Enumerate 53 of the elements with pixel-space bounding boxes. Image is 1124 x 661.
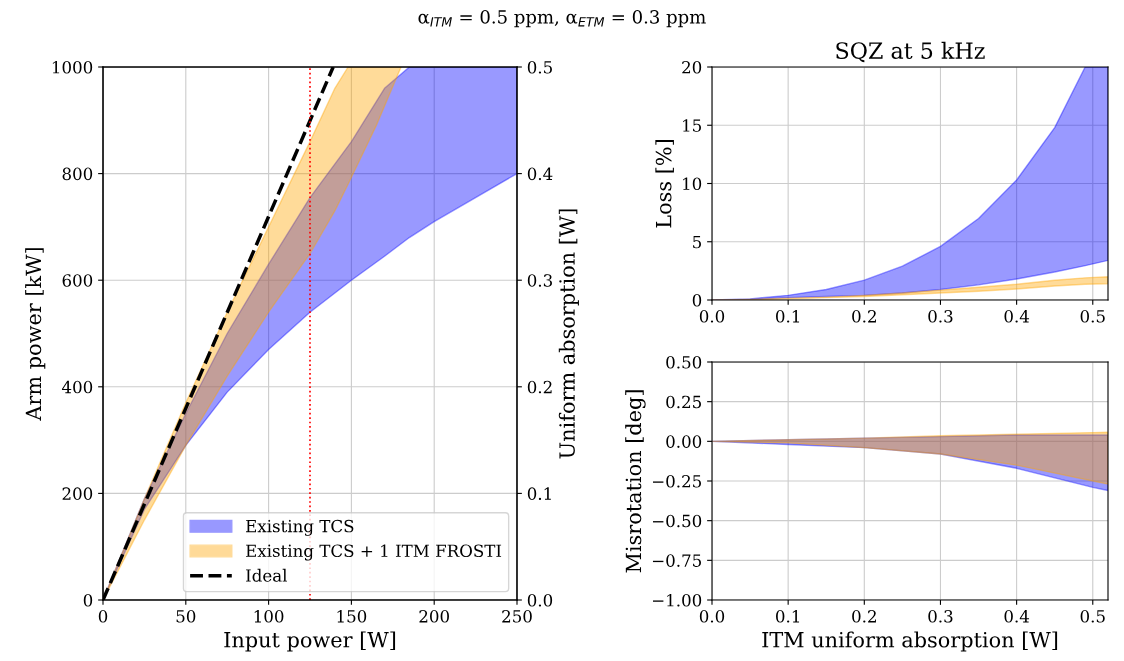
x-tick-label: 0.0 bbox=[699, 310, 725, 323]
y-tick-label: −0.50 bbox=[652, 514, 702, 528]
y2-tick-label: 0.4 bbox=[527, 167, 553, 181]
chart-title: SQZ at 5 kHz bbox=[836, 41, 985, 63]
x-axis-title: Input power [W] bbox=[224, 631, 396, 652]
y-tick-label: 5 bbox=[693, 235, 701, 249]
legend-label: Ideal bbox=[246, 568, 287, 582]
y2-axis-title: Uniform absorption [W] bbox=[558, 209, 579, 459]
y-axis-title: Arm power [kW] bbox=[25, 248, 46, 421]
x-tick-label: 0.3 bbox=[928, 610, 953, 623]
y-tick-label: 800 bbox=[62, 167, 93, 181]
y-tick-label: −1.00 bbox=[652, 593, 702, 607]
y-tick-label: 0.50 bbox=[666, 355, 702, 369]
y2-tick-label: 0.0 bbox=[527, 593, 553, 607]
y-tick-label: 600 bbox=[62, 274, 93, 287]
y2-tick-label: 0.5 bbox=[527, 60, 552, 74]
x-tick-label: 0.5 bbox=[1080, 610, 1105, 623]
x-tick-label: 0 bbox=[98, 610, 108, 623]
y-tick-label: −0.25 bbox=[652, 474, 701, 488]
y-tick-label: 0 bbox=[83, 593, 93, 607]
x-tick-label: 0.4 bbox=[1004, 610, 1030, 623]
y-tick-label: 400 bbox=[61, 380, 93, 394]
x-axis-title: ITM uniform absorption [W] bbox=[762, 631, 1058, 652]
x-tick-label: 0.0 bbox=[699, 610, 725, 623]
x-tick-label: 100 bbox=[254, 610, 284, 623]
y-tick-label: 15 bbox=[683, 119, 701, 132]
text: α$_{ITM}$ = 0.5 ppm, α$_{ETM}$ = 0.3 ppm bbox=[418, 10, 706, 28]
y2-tick-label: 0.3 bbox=[527, 274, 552, 287]
y-axis-title: Misrotation [deg] bbox=[625, 390, 646, 573]
y2-tick-label: 0.1 bbox=[527, 487, 551, 500]
x-tick-label: 0.3 bbox=[928, 310, 953, 323]
x-tick-label: 250 bbox=[502, 610, 532, 623]
y2-tick-label: 0.2 bbox=[527, 380, 552, 394]
x-tick-label: 150 bbox=[337, 610, 367, 623]
x-tick-label: 0.1 bbox=[776, 310, 800, 323]
x-tick-label: 50 bbox=[176, 610, 196, 623]
y-tick-label: 1000 bbox=[52, 60, 93, 74]
y-tick-label: −0.75 bbox=[652, 554, 701, 567]
legend-label: Existing TCS bbox=[246, 519, 354, 536]
x-tick-label: 200 bbox=[419, 610, 449, 623]
y-axis-title: Loss [%] bbox=[655, 140, 674, 228]
y-tick-label: 0.25 bbox=[666, 395, 701, 409]
x-tick-label: 0.2 bbox=[852, 610, 876, 623]
x-tick-label: 0.2 bbox=[852, 310, 876, 323]
x-tick-label: 0.4 bbox=[1004, 310, 1030, 323]
y-tick-label: 10 bbox=[683, 177, 702, 191]
x-tick-label: 0.5 bbox=[1080, 310, 1105, 323]
x-tick-label: 0.1 bbox=[776, 610, 800, 623]
y-tick-label: 200 bbox=[62, 487, 93, 500]
legend-label: Existing TCS + 1 ITM FROSTI bbox=[246, 544, 502, 561]
y-tick-label: 0 bbox=[692, 293, 702, 307]
y-tick-label: 20 bbox=[682, 60, 702, 74]
y-tick-label: 0.00 bbox=[666, 435, 702, 448]
